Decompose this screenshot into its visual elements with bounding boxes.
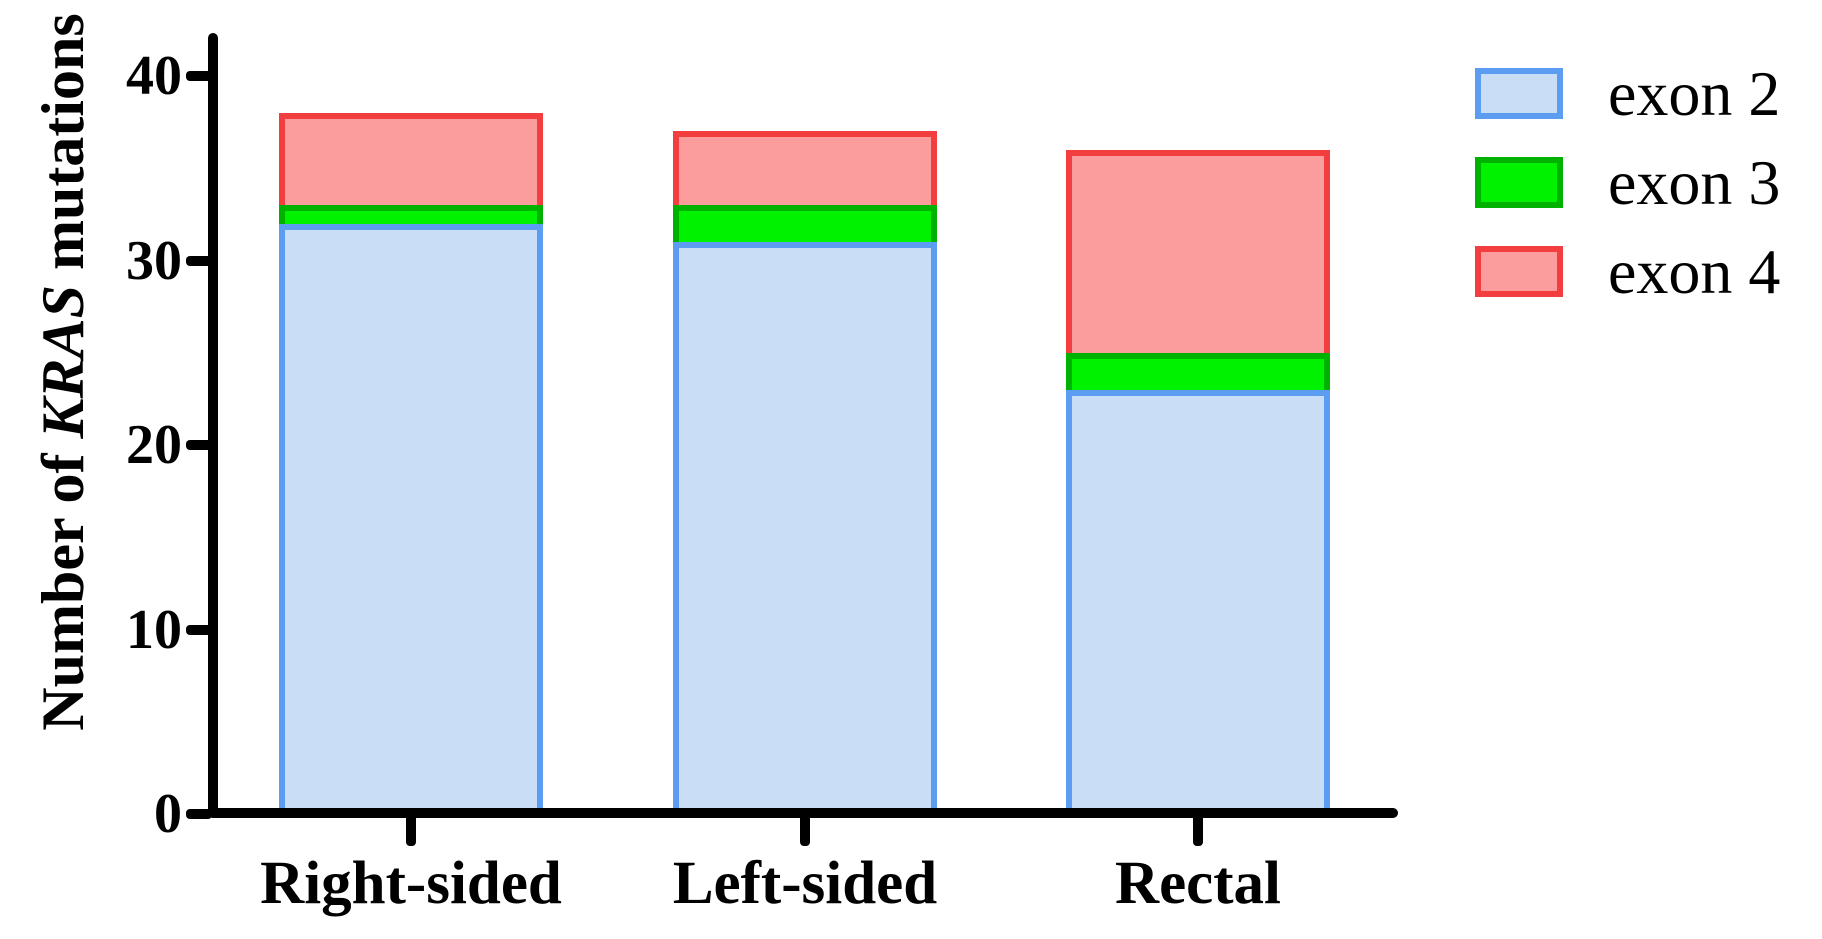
y-tick-30 bbox=[186, 255, 212, 266]
legend-label-exon3: exon 3 bbox=[1608, 146, 1781, 218]
y-axis-line bbox=[208, 33, 218, 818]
x-tick-left-sided bbox=[800, 814, 810, 846]
legend: exon 2 exon 3 exon 4 bbox=[1475, 61, 1780, 335]
bar-segment-exon4-left-sided bbox=[673, 131, 937, 206]
legend-row-exon4: exon 4 bbox=[1475, 239, 1780, 303]
x-tick-rectal bbox=[1193, 814, 1203, 846]
bar-segment-exon3-rectal bbox=[1066, 352, 1330, 390]
legend-row-exon2: exon 2 bbox=[1475, 61, 1780, 125]
bar-segment-exon4-right-sided bbox=[279, 112, 543, 206]
bar-segment-exon2-right-sided bbox=[279, 223, 543, 814]
bar-segment-exon3-right-sided bbox=[279, 205, 543, 224]
legend-row-exon3: exon 3 bbox=[1475, 150, 1780, 214]
y-tick-label-30: 30 bbox=[126, 229, 182, 292]
legend-swatch-exon3 bbox=[1475, 157, 1563, 208]
bar-segment-exon2-left-sided bbox=[673, 242, 937, 814]
y-axis-title-prefix: Number of bbox=[30, 438, 96, 731]
legend-label-exon4: exon 4 bbox=[1608, 235, 1781, 307]
legend-label-exon2: exon 2 bbox=[1608, 57, 1781, 129]
y-tick-label-40: 40 bbox=[126, 45, 182, 107]
y-tick-0 bbox=[186, 809, 212, 819]
y-tick-label-10: 10 bbox=[126, 598, 182, 661]
legend-swatch-exon2 bbox=[1475, 68, 1563, 119]
y-axis-title-gene-italic: KRAS bbox=[30, 285, 96, 439]
y-tick-10 bbox=[186, 624, 212, 635]
x-tick-right-sided bbox=[406, 814, 416, 846]
y-tick-20 bbox=[186, 440, 212, 450]
x-axis-label-left-sided: Left-sided bbox=[672, 850, 938, 917]
y-tick-label-20: 20 bbox=[126, 414, 182, 476]
bar-segment-exon3-left-sided bbox=[673, 205, 937, 243]
x-axis-label-right-sided: Right-sided bbox=[260, 850, 562, 917]
bar-segment-exon2-rectal bbox=[1066, 389, 1330, 814]
x-axis-line bbox=[208, 808, 1398, 818]
bar-segment-exon4-rectal bbox=[1066, 149, 1330, 353]
x-axis-label-rectal: Rectal bbox=[1115, 850, 1281, 917]
y-tick-label-0: 0 bbox=[154, 783, 182, 845]
legend-swatch-exon4 bbox=[1475, 246, 1563, 297]
y-tick-40 bbox=[186, 71, 212, 81]
